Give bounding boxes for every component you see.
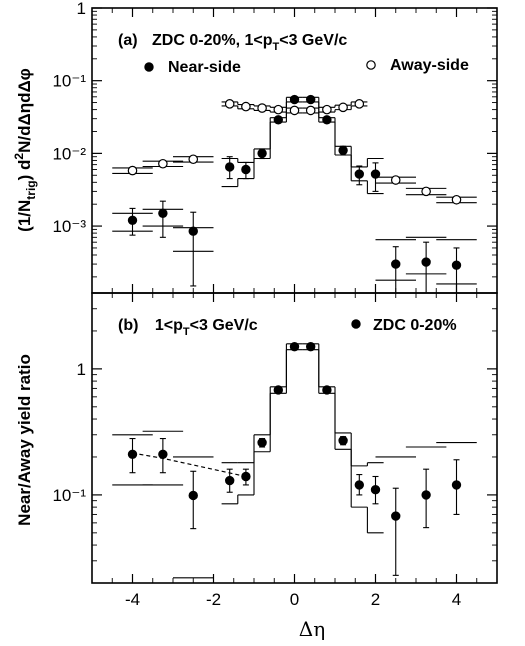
ylabel-a-tail: N/dΔηdΔφ <box>15 68 34 153</box>
near-side-point <box>338 435 348 446</box>
panel-a-ticks: 1 10⁻¹ 10⁻² 10⁻³ <box>52 0 498 293</box>
panel-a-frame <box>91 7 498 294</box>
x-axis-label: Δη <box>299 617 325 641</box>
near-side-point <box>306 341 316 352</box>
near-side-point <box>289 94 300 105</box>
near-side-point <box>158 208 168 218</box>
near-side-point <box>188 490 198 501</box>
near-side-point <box>306 94 316 105</box>
near-side-point <box>354 480 364 490</box>
away-side-point <box>338 102 348 113</box>
away-side-point <box>257 103 267 113</box>
away-side-point <box>390 175 401 185</box>
y-tick-label: 10⁻³ <box>52 217 86 236</box>
near-side-point <box>338 145 348 156</box>
near-side-point <box>127 215 138 226</box>
near-side-point <box>257 148 267 159</box>
away-side-point <box>273 104 284 115</box>
panel-b-points <box>127 341 462 521</box>
near-side-point <box>370 169 381 179</box>
near-side-point <box>273 115 283 125</box>
away-side-point <box>127 165 138 176</box>
near-side-point <box>273 385 283 395</box>
near-side-point <box>289 341 300 352</box>
away-side-point <box>188 154 199 165</box>
ylabel-a-sub: trig <box>24 180 38 199</box>
panel-b-frame <box>91 292 498 584</box>
y-tick-label: 10⁻¹ <box>52 486 86 505</box>
near-side-point <box>451 480 462 490</box>
near-side-point <box>257 437 267 448</box>
near-side-point <box>421 257 431 267</box>
near-side-point <box>421 490 431 500</box>
away-side-point <box>241 101 251 112</box>
panel-a-points <box>127 94 462 270</box>
x-tick-label: -2 <box>206 590 221 609</box>
panel-a-y-axis-label: (1/Ntrig) d2N/dΔηdΔφ <box>12 68 38 232</box>
away-side-point <box>354 99 365 109</box>
near-side-point <box>391 511 401 521</box>
panel-b-error-bars <box>129 345 460 576</box>
near-side-point <box>225 162 235 172</box>
near-side-legend-label: Near-side <box>168 59 241 76</box>
away-side-point <box>421 186 431 197</box>
away-side-legend-label: Away-side <box>390 57 469 74</box>
near-side-point <box>225 475 235 486</box>
y-tick-label: 10⁻¹ <box>52 72 86 91</box>
x-tick-label: 2 <box>371 590 380 609</box>
panel-a-cond-sub: T <box>273 41 280 53</box>
panel-a-cond-tail: <3 GeV/c <box>279 32 347 49</box>
panel-b-ticks: 1 10⁻¹ -4 -2 0 2 4 <box>52 292 498 609</box>
zdc-legend-label: ZDC 0-20% <box>373 317 457 334</box>
near-side-point <box>370 484 381 495</box>
away-side-point <box>158 158 168 169</box>
panel-b-systematic-boxes <box>112 343 477 584</box>
panel-b-y-axis-label: Near/Away yield ratio <box>15 354 34 526</box>
panel-b-cond-tail: <3 GeV/c <box>190 317 258 334</box>
near-side-point <box>391 259 401 269</box>
away-side-point <box>289 105 300 116</box>
near-side-point <box>322 385 332 395</box>
ylabel-a-sup: 2 <box>12 153 26 160</box>
away-side-point <box>224 99 235 109</box>
away-side-point <box>322 104 332 115</box>
panel-a-condition-label: (a) ZDC 0-20%, 1<pT<3 GeV/c <box>118 32 347 53</box>
panel-a-error-bars <box>129 97 460 293</box>
panel-b-cond-sub: T <box>183 326 190 338</box>
x-tick-label: -4 <box>125 590 140 609</box>
near-side-legend-marker <box>144 62 154 72</box>
y-tick-label: 1 <box>77 360 86 379</box>
away-side-point <box>305 105 316 116</box>
near-side-point <box>451 260 462 270</box>
y-tick-label: 1 <box>77 0 86 18</box>
ylabel-a-pre: (1/N <box>15 200 34 232</box>
panel-a-tag: (a) <box>118 32 138 49</box>
near-side-point <box>188 226 198 236</box>
away-side-legend-marker <box>366 60 376 70</box>
near-side-point <box>241 164 251 175</box>
x-tick-label: 0 <box>290 590 299 609</box>
near-side-point <box>158 449 168 459</box>
away-side-point <box>451 194 462 205</box>
y-tick-label: 10⁻² <box>52 144 86 163</box>
panel-b-condition-label: (b) 1<pT<3 GeV/c <box>118 317 258 338</box>
near-side-point <box>322 115 332 125</box>
zdc-legend-marker <box>351 319 361 329</box>
panel-b-tag: (b) <box>118 317 138 334</box>
near-side-point <box>241 471 251 482</box>
panel-a-cond-main: ZDC 0-20%, 1<p <box>152 32 273 49</box>
near-side-point <box>354 169 364 179</box>
ylabel-a-post: ) d <box>15 160 34 181</box>
panel-b-cond-main: 1<p <box>155 317 183 334</box>
near-side-point <box>127 449 138 459</box>
x-tick-label: 4 <box>452 590 461 609</box>
